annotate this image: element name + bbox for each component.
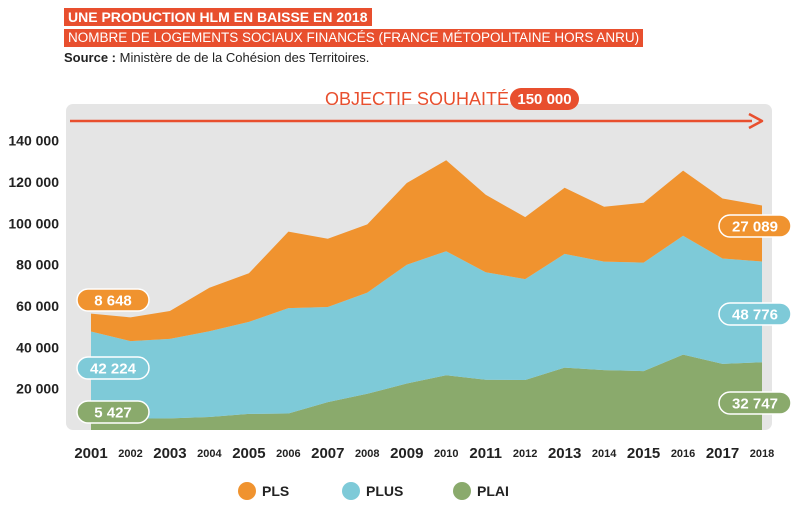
legend-label-plai: PLAI <box>477 483 509 499</box>
target-value: 150 000 <box>517 91 571 108</box>
area-series <box>91 160 762 430</box>
legend-item-plai: PLAI <box>453 480 509 502</box>
x-tick-label: 2009 <box>390 445 423 462</box>
label-2018-pls: 27 089 <box>732 219 778 236</box>
x-tick-label: 2007 <box>311 445 344 462</box>
source-label: Source : <box>64 50 117 65</box>
x-axis: 2001 2002 2003 2004 2005 2006 2007 2008 2009 2010… <box>74 445 774 462</box>
legend-label-plus: PLUS <box>366 483 404 499</box>
label-2001-pls-pill <box>76 288 150 312</box>
y-tick-label: 140 000 <box>8 133 59 149</box>
x-tick-label: 2010 <box>434 448 458 460</box>
x-tick-label: 2017 <box>706 445 739 462</box>
x-tick-label: 2005 <box>232 445 265 462</box>
legend-swatch-plus <box>342 482 360 500</box>
label-2001-plus-pill <box>76 356 150 380</box>
x-tick-label: 2012 <box>513 448 537 460</box>
x-tick-label: 2018 <box>750 448 774 460</box>
area-plus <box>91 235 762 419</box>
y-tick-label: 80 000 <box>16 257 59 273</box>
area-plai <box>91 354 762 430</box>
x-tick-label: 2016 <box>671 448 695 460</box>
x-tick-label: 2015 <box>627 445 660 462</box>
x-tick-label: 2003 <box>153 445 186 462</box>
label-2001-plai: 5 427 <box>94 405 132 422</box>
source-line: Source : Ministère de de la Cohésion des… <box>64 50 369 65</box>
legend-item-plus: PLUS <box>342 480 403 502</box>
x-tick-label: 2001 <box>74 445 107 462</box>
label-2001-plus: 42 224 <box>90 361 137 378</box>
x-tick-label: 2006 <box>276 448 300 460</box>
label-2018-plai: 32 747 <box>732 396 778 413</box>
source-text: Ministère de de la Cohésion des Territoi… <box>119 50 370 65</box>
x-tick-label: 2011 <box>469 445 502 462</box>
chart-title: UNE PRODUCTION HLM EN BAISSE EN 2018 <box>64 8 372 26</box>
x-tick-label: 2004 <box>197 448 222 460</box>
label-2001-plai-pill <box>76 400 150 424</box>
target-arrowhead <box>748 112 764 130</box>
legend-label-pls: PLS <box>262 483 290 499</box>
target-value-pill <box>510 88 579 110</box>
label-2018-pls-pill <box>718 214 792 238</box>
y-tick-label: 40 000 <box>16 339 59 355</box>
label-2018-plai-pill <box>718 391 792 415</box>
chart-subtitle: NOMBRE DE LOGEMENTS SOCIAUX FINANCÉS (FR… <box>64 29 644 47</box>
y-tick-label: 60 000 <box>16 298 59 314</box>
x-tick-label: 2008 <box>355 448 379 460</box>
label-2018-plus: 48 776 <box>732 307 778 324</box>
y-tick-label: 120 000 <box>8 174 59 190</box>
x-tick-label: 2014 <box>592 448 617 460</box>
legend-swatch-plai <box>453 482 471 500</box>
x-tick-label: 2002 <box>118 448 142 460</box>
label-2001-pls: 8 648 <box>94 293 132 310</box>
value-labels: 8 648 42 224 5 427 27 089 48 776 32 747 <box>76 214 792 424</box>
label-2018-plus-pill <box>718 302 792 326</box>
y-tick-label: 20 000 <box>16 381 59 397</box>
target-label: OBJECTIF SOUHAITÉ <box>325 89 509 109</box>
x-tick-label: 2013 <box>548 445 581 462</box>
y-tick-label: 100 000 <box>8 215 59 231</box>
area-pls <box>91 160 762 342</box>
legend-item-pls: PLS <box>238 480 289 502</box>
y-axis: 20 000 40 000 60 000 80 000 100 000 120 000 14… <box>8 133 59 397</box>
legend-swatch-pls <box>238 482 256 500</box>
target-annotation: OBJECTIF SOUHAITÉ 150 000 <box>70 88 764 130</box>
